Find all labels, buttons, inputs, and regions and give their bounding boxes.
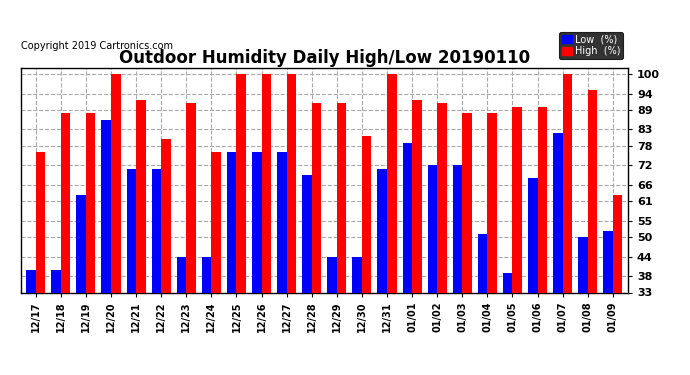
Bar (562, 74, 572, 292)
Bar (237, 74, 246, 292)
Bar (327, 256, 337, 292)
Bar (77, 195, 86, 292)
Bar (186, 104, 196, 292)
Bar (101, 120, 111, 292)
Bar (613, 195, 622, 292)
Bar (337, 104, 346, 292)
Bar (603, 231, 613, 292)
Bar (453, 165, 462, 292)
Bar (503, 273, 513, 292)
Bar (353, 256, 362, 292)
Title: Outdoor Humidity Daily High/Low 20190110: Outdoor Humidity Daily High/Low 20190110 (119, 50, 530, 68)
Bar (286, 74, 296, 292)
Bar (578, 237, 588, 292)
Bar (362, 136, 371, 292)
Bar (478, 234, 487, 292)
Bar (126, 169, 136, 292)
Bar (528, 178, 538, 292)
Bar (252, 152, 262, 292)
Bar (553, 133, 562, 292)
Text: Copyright 2019 Cartronics.com: Copyright 2019 Cartronics.com (21, 41, 172, 51)
Legend: Low  (%), High  (%): Low (%), High (%) (559, 32, 623, 59)
Bar (277, 152, 286, 292)
Bar (61, 113, 70, 292)
Bar (262, 74, 271, 292)
Bar (111, 74, 121, 292)
Bar (136, 100, 146, 292)
Bar (177, 256, 186, 292)
Bar (538, 106, 547, 292)
Bar (312, 104, 322, 292)
Bar (51, 270, 61, 292)
Bar (513, 106, 522, 292)
Bar (387, 74, 397, 292)
Bar (227, 152, 237, 292)
Bar (437, 104, 446, 292)
Bar (487, 113, 497, 292)
Bar (402, 142, 412, 292)
Bar (36, 152, 46, 292)
Bar (211, 152, 221, 292)
Bar (302, 175, 312, 292)
Bar (462, 113, 472, 292)
Bar (377, 169, 387, 292)
Bar (86, 113, 95, 292)
Bar (412, 100, 422, 292)
Bar (428, 165, 437, 292)
Bar (152, 169, 161, 292)
Bar (588, 90, 598, 292)
Bar (202, 256, 211, 292)
Bar (161, 139, 170, 292)
Bar (26, 270, 36, 292)
